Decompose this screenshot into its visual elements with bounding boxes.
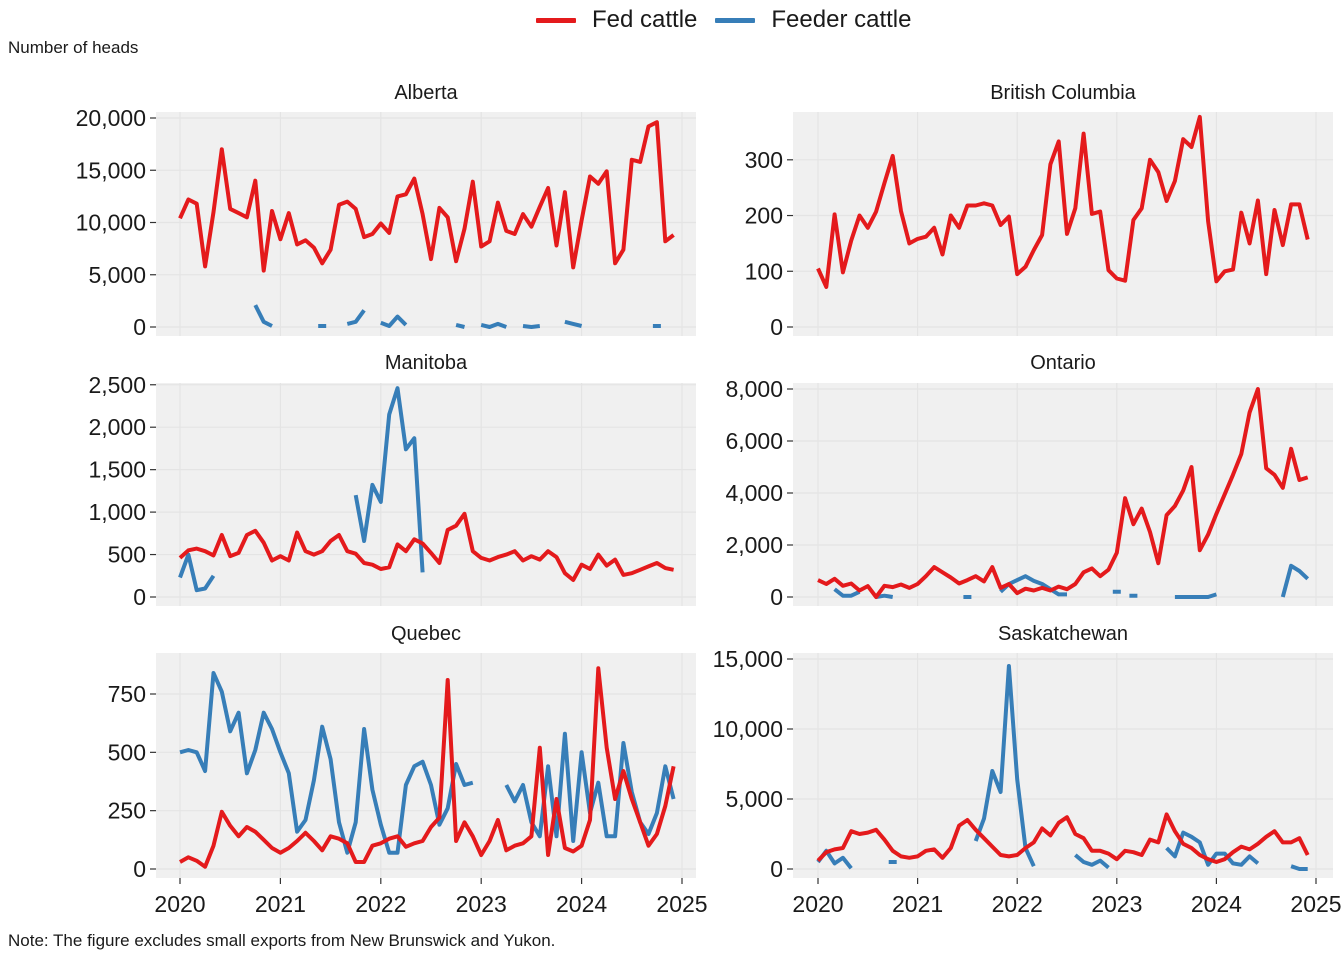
y-tick-label: 5,000: [725, 786, 783, 812]
panel-background: [793, 383, 1333, 606]
y-tick-label: 2,000: [88, 414, 146, 440]
panel-background: [156, 383, 696, 606]
panel-title: Saskatchewan: [998, 623, 1128, 645]
series-line-fed-cattle-british-columbia: [816, 114, 1310, 289]
legend-label-fed: Fed cattle: [592, 6, 698, 33]
y-tick-label: 0: [770, 314, 783, 340]
x-tick-label: 2022: [355, 891, 406, 917]
y-tick-label: 15,000: [76, 157, 146, 183]
y-tick-label: 300: [745, 147, 783, 173]
panel-background: [793, 653, 1333, 878]
y-tick-label: 5,000: [88, 262, 146, 288]
x-tick-label: 2022: [992, 891, 1043, 917]
panel-alberta: 0 5,000 10,000 15,000 20,000 Alberta: [76, 82, 696, 340]
y-tick-label: 250: [108, 798, 146, 824]
y-axis-title: Number of heads: [8, 38, 139, 57]
x-tick-label: 2025: [1290, 891, 1341, 917]
legend-label-feeder: Feeder cattle: [771, 6, 912, 33]
y-tick-label: 500: [108, 739, 146, 765]
panel-manitoba: 0 500 1,000 1,500 2,000 2,500 Manitoba: [88, 352, 696, 610]
legend: Fed cattle Feeder cattle: [536, 6, 929, 34]
series-line-feeder-cattle-manitoba: [178, 386, 425, 593]
legend-item-feeder: Feeder cattle: [715, 6, 911, 34]
y-tick-label: 0: [133, 314, 146, 340]
panel-saskatchewan: 0 5,000 10,000 15,000 Saskatchewan 2020 2021 20…: [713, 623, 1342, 917]
y-tick-label: 750: [108, 681, 146, 707]
series-line-feeder-cattle-ontario: [833, 563, 1310, 599]
y-tick-label: 0: [770, 856, 783, 882]
panel-ontario: 0 2,000 4,000 6,000 8,000 Ontario: [725, 352, 1333, 610]
x-tick-label: 2023: [456, 891, 507, 917]
y-tick-label: 6,000: [725, 428, 783, 454]
footnote: Note: The figure excludes small exports …: [8, 931, 556, 950]
y-tick-label: 0: [770, 584, 783, 610]
legend-swatch-fed: [536, 17, 576, 23]
x-tick-label: 2021: [892, 891, 943, 917]
x-tick-label: 2024: [1191, 891, 1242, 917]
y-tick-label: 4,000: [725, 480, 783, 506]
x-tick-label: 2020: [792, 891, 843, 917]
legend-swatch-feeder: [715, 17, 756, 23]
y-tick-label: 500: [108, 542, 146, 568]
y-tick-label: 15,000: [713, 646, 783, 672]
y-tick-label: 2,500: [88, 372, 146, 398]
panel-title: British Columbia: [990, 82, 1136, 104]
x-tick-label: 2024: [556, 891, 607, 917]
y-tick-label: 8,000: [725, 376, 783, 402]
panel-title: Alberta: [394, 82, 458, 104]
y-tick-label: 100: [745, 258, 783, 284]
y-tick-label: 0: [133, 856, 146, 882]
series-line-fed-cattle-manitoba: [178, 511, 675, 582]
y-tick-label: 1,000: [88, 499, 146, 525]
legend-item-fed: Fed cattle: [536, 6, 697, 34]
y-tick-label: 10,000: [76, 210, 146, 236]
x-tick-label: 2020: [154, 891, 205, 917]
y-tick-label: 200: [745, 203, 783, 229]
series-line-fed-cattle-saskatchewan: [816, 812, 1310, 864]
y-tick-label: 2,000: [725, 532, 783, 558]
panel-quebec: 0 250 500 750 Quebec 2020 2021 2022 2023 2024 2025: [108, 623, 708, 917]
x-tick-label: 2021: [255, 891, 306, 917]
x-tick-label: 2025: [656, 891, 707, 917]
y-tick-label: 10,000: [713, 716, 783, 742]
series-line-fed-cattle-alberta: [178, 120, 675, 273]
series-line-fed-cattle-quebec: [179, 666, 676, 869]
panel-title: Quebec: [391, 623, 461, 645]
panel-british-columbia: 0 100 200 300 British Columbia: [745, 82, 1333, 340]
x-tick-label: 2023: [1091, 891, 1142, 917]
panel-title: Ontario: [1030, 352, 1096, 374]
panel-title: Manitoba: [385, 352, 468, 374]
series-line-feeder-cattle-saskatchewan: [816, 664, 1308, 871]
series-line-fed-cattle-ontario: [817, 387, 1309, 599]
y-tick-label: 20,000: [76, 105, 146, 131]
y-tick-label: 1,500: [88, 457, 146, 483]
y-tick-label: 0: [133, 584, 146, 610]
series-line-feeder-cattle-alberta: [253, 304, 661, 329]
